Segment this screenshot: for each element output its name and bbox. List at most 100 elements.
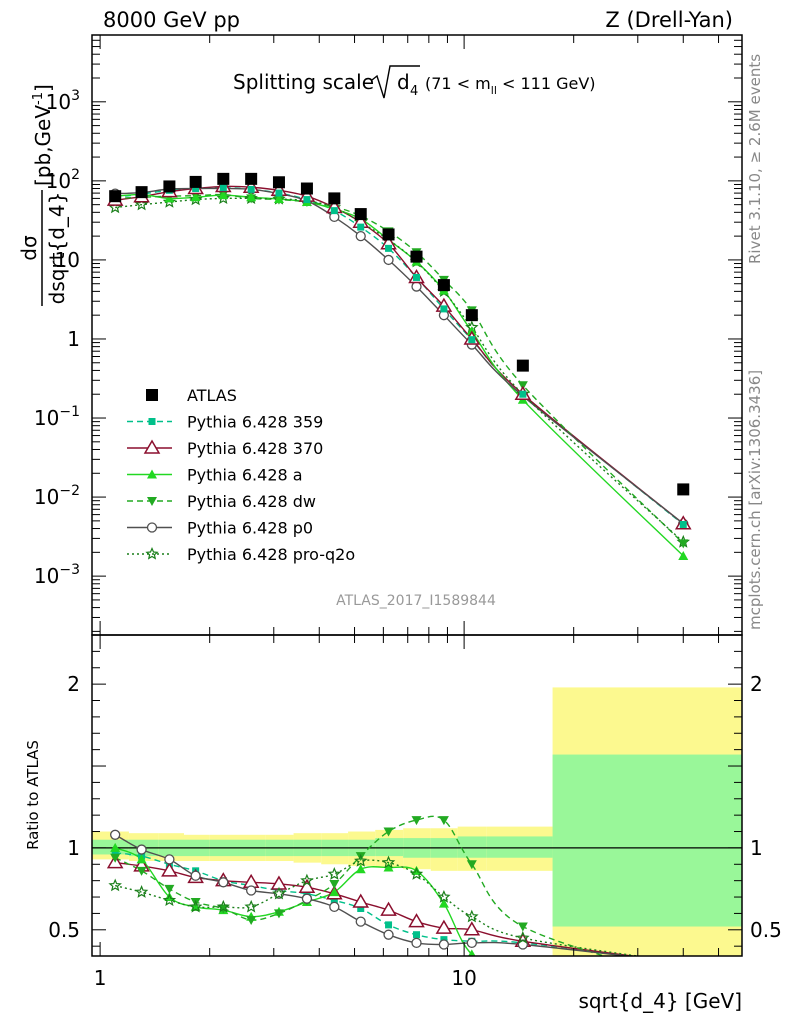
ratio-axis-ticks	[92, 635, 742, 956]
ratio-series-marker	[272, 886, 286, 900]
header-left-label: 8000 GeV pp	[103, 8, 240, 32]
ratio-series-marker	[517, 922, 528, 932]
ratio-series-marker	[411, 937, 422, 949]
data-point	[410, 250, 423, 263]
series-line	[115, 193, 684, 544]
ratio-plot-panel: 0.5 0.5 1 1 2 2 1 10	[48, 634, 782, 990]
data-point	[516, 359, 529, 372]
ratio-series-marker	[136, 854, 147, 864]
series-marker	[330, 207, 338, 215]
inner-band-segment	[92, 839, 129, 855]
data-point	[328, 192, 341, 205]
x-tick-label: 1	[94, 966, 107, 990]
series-marker	[192, 185, 200, 193]
y-label-numerator: dσ	[17, 235, 41, 261]
y-tick-label-exp: −2	[59, 483, 80, 499]
ratio-series-marker	[329, 879, 340, 889]
ratio-series-marker	[438, 939, 450, 950]
series-marker	[219, 184, 227, 192]
ratio-series-marker	[438, 898, 449, 908]
y-tick-label-base: 10	[55, 248, 80, 272]
y-tick-label: 103	[46, 88, 80, 114]
series-marker	[273, 193, 284, 203]
series-line	[115, 197, 684, 543]
ratio-series-marker	[136, 866, 147, 876]
legend-marker	[147, 469, 157, 479]
ratio-series-marker	[355, 916, 366, 927]
series-marker	[411, 281, 422, 292]
ratio-uncertainty-bands	[92, 687, 742, 956]
plot-title: Splitting scale d 4 (71 < mll < 111 GeV)	[233, 65, 596, 99]
ratio-series-marker	[162, 893, 177, 907]
inner-band-segment	[486, 836, 553, 858]
sqrt-sign	[371, 65, 420, 99]
data-point	[677, 483, 690, 496]
data-point	[163, 180, 176, 193]
plot-title-var: d	[397, 70, 410, 94]
plot-title-cut-b: < 111 GeV)	[497, 74, 596, 93]
ratio-y-tick-label-right: 1	[750, 836, 763, 860]
series-marker	[517, 381, 528, 391]
ratio-series-marker	[329, 887, 340, 897]
series-marker	[468, 336, 476, 344]
ratio-series-marker	[329, 901, 340, 913]
ratio-series-marker	[381, 855, 396, 869]
legend-label: Pythia 6.428 p0	[187, 519, 313, 538]
legend-label: Pythia 6.428 359	[187, 413, 323, 432]
legend-label: Pythia 6.428 pro-q2o	[187, 545, 355, 564]
data-point	[465, 309, 478, 322]
data-point	[217, 172, 230, 185]
plot-title-prefix: Splitting scale	[233, 70, 374, 94]
series-marker	[247, 185, 255, 193]
ratio-series-marker	[108, 878, 122, 892]
legend-marker	[143, 439, 161, 454]
legend-label: Pythia 6.428 370	[187, 439, 323, 458]
plot-title-cut: (71 < mll < 111 GeV)	[425, 74, 596, 97]
y-tick-label-base: 1	[67, 327, 80, 351]
y-tick-label: 10−1	[34, 404, 80, 430]
y-tick-label: 10	[55, 248, 80, 272]
ratio-series-marker	[385, 921, 393, 929]
legend-label: ATLAS	[187, 386, 237, 405]
ratio-series-marker	[273, 909, 284, 919]
series-marker	[385, 244, 393, 252]
ratio-series-marker	[438, 816, 449, 826]
data-point	[135, 186, 148, 199]
ratio-series-marker	[465, 909, 479, 923]
ratio-series-marker	[330, 896, 338, 904]
legend-marker	[146, 522, 158, 533]
plot-title-cut-a: (71 < m	[425, 74, 491, 93]
x-tick-labels: 1 10	[94, 966, 477, 990]
ratio-series-marker	[383, 827, 394, 837]
ratio-series-marker	[246, 885, 257, 896]
ratio-series-marker	[516, 930, 530, 944]
y-tick-label-exp: 2	[71, 167, 80, 183]
series-marker	[275, 189, 283, 197]
y-tick-label-exp: 3	[71, 88, 80, 104]
ratio-series-marker	[408, 913, 425, 928]
ratio-series-marker	[110, 842, 121, 852]
plot-title-cut-sub: ll	[491, 84, 497, 97]
data-point	[300, 182, 313, 195]
ratio-series-marker	[468, 949, 476, 956]
legend: ATLAS Pythia 6.428 359 Pythia 6.428 370 Pyt…	[127, 386, 355, 564]
main-axis-ticks	[92, 34, 742, 635]
series-marker	[190, 192, 201, 202]
legend-label: Pythia 6.428 dw	[187, 492, 316, 511]
rivet-label: Rivet 3.1.10, ≥ 2.6M events	[746, 54, 764, 264]
y-tick-label-base: 10	[34, 406, 59, 430]
series-marker	[188, 192, 203, 206]
ratio-series-marker	[218, 877, 229, 888]
ratio-series-marker	[383, 862, 394, 872]
series-marker	[164, 193, 175, 203]
legend-marker	[146, 389, 158, 401]
data-point	[245, 172, 258, 185]
watermark-label: ATLAS_2017_I1589844	[336, 593, 496, 609]
main-y-axis-label: dσ dsqrt{d_4} [pb,GeV-1]	[17, 84, 69, 306]
inner-band-segment	[552, 754, 742, 927]
inner-band-segment	[457, 836, 487, 858]
data-point	[437, 279, 450, 292]
ratio-series-marker	[383, 929, 394, 940]
